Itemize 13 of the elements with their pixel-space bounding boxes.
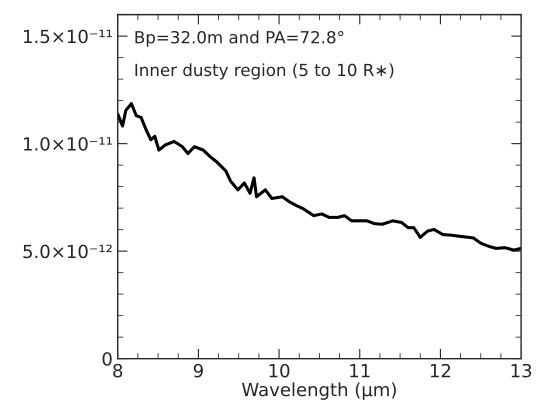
x-axis-title: Wavelength (μm) xyxy=(242,382,396,400)
x-tick-label: 9 xyxy=(194,364,203,378)
annotation: Bp=32.0m and PA=72.8° xyxy=(135,30,344,47)
x-tick-label: 13 xyxy=(512,364,532,378)
y-tick-label: 1.5×10⁻¹¹ xyxy=(24,30,112,44)
y-tick-label: 0 xyxy=(102,352,112,366)
x-tick-label: 11 xyxy=(350,364,370,378)
y-tick-label: 1.0×10⁻¹¹ xyxy=(24,137,112,151)
x-tick-label: 12 xyxy=(430,364,450,378)
annotation: Inner dusty region (5 to 10 R∗) xyxy=(135,63,394,80)
x-tick-label: 10 xyxy=(270,364,290,378)
y-tick-label: 5.0×10⁻¹² xyxy=(23,244,112,258)
x-tick-label: 8 xyxy=(113,364,122,378)
